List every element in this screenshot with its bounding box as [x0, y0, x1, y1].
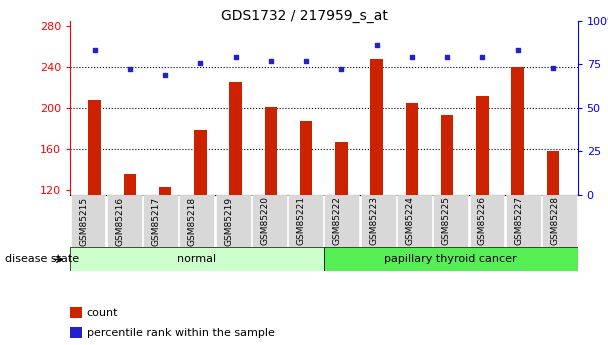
Bar — [143, 195, 178, 247]
Bar — [542, 195, 577, 247]
Text: percentile rank within the sample: percentile rank within the sample — [86, 328, 275, 338]
Bar — [252, 195, 287, 247]
Text: GSM85222: GSM85222 — [333, 197, 342, 245]
Text: GSM85224: GSM85224 — [406, 197, 415, 245]
Text: papillary thyroid cancer: papillary thyroid cancer — [384, 254, 517, 264]
Text: disease state: disease state — [5, 255, 79, 264]
Bar — [123, 175, 136, 195]
Bar — [179, 195, 214, 247]
Text: count: count — [86, 308, 118, 318]
Text: GSM85227: GSM85227 — [514, 197, 523, 246]
Point — [302, 58, 311, 63]
Text: GSM85217: GSM85217 — [151, 197, 161, 246]
Bar — [264, 107, 277, 195]
Bar — [194, 130, 207, 195]
Bar — [325, 195, 359, 247]
Point — [125, 67, 135, 72]
Point — [266, 58, 276, 63]
Bar — [406, 103, 418, 195]
Bar — [397, 195, 432, 247]
Text: GSM85218: GSM85218 — [188, 197, 197, 246]
Point — [161, 72, 170, 78]
Bar — [335, 142, 348, 195]
Bar — [434, 195, 468, 247]
Text: GSM85219: GSM85219 — [224, 197, 233, 246]
Text: GSM85226: GSM85226 — [478, 197, 487, 246]
Point — [196, 60, 206, 65]
Bar — [469, 195, 505, 247]
Bar — [229, 82, 242, 195]
Bar — [288, 195, 323, 247]
Point — [371, 42, 381, 48]
Point — [90, 48, 100, 53]
Text: GSM85216: GSM85216 — [116, 197, 124, 246]
Bar — [511, 67, 524, 195]
Bar — [441, 115, 454, 195]
Text: GSM85225: GSM85225 — [441, 197, 451, 246]
Text: normal: normal — [178, 254, 216, 264]
Bar — [88, 100, 101, 195]
Point — [442, 55, 452, 60]
Bar — [107, 195, 142, 247]
Point — [513, 48, 522, 53]
Text: GDS1732 / 217959_s_at: GDS1732 / 217959_s_at — [221, 9, 387, 23]
Bar — [70, 247, 323, 271]
Bar — [300, 121, 313, 195]
Point — [407, 55, 416, 60]
Bar — [70, 307, 82, 318]
Bar — [370, 59, 383, 195]
Bar — [547, 151, 559, 195]
Text: GSM85220: GSM85220 — [260, 197, 269, 246]
Text: GSM85221: GSM85221 — [297, 197, 306, 246]
Text: GSM85223: GSM85223 — [369, 197, 378, 246]
Bar — [216, 195, 250, 247]
Bar — [323, 247, 578, 271]
Bar — [70, 327, 82, 338]
Point — [336, 67, 346, 72]
Bar — [361, 195, 396, 247]
Point — [231, 55, 241, 60]
Text: GSM85228: GSM85228 — [550, 197, 559, 246]
Point — [548, 65, 558, 70]
Point — [477, 55, 487, 60]
Bar — [71, 195, 105, 247]
Bar — [476, 96, 489, 195]
Bar — [159, 187, 171, 195]
Bar — [506, 195, 541, 247]
Text: GSM85215: GSM85215 — [79, 197, 88, 246]
